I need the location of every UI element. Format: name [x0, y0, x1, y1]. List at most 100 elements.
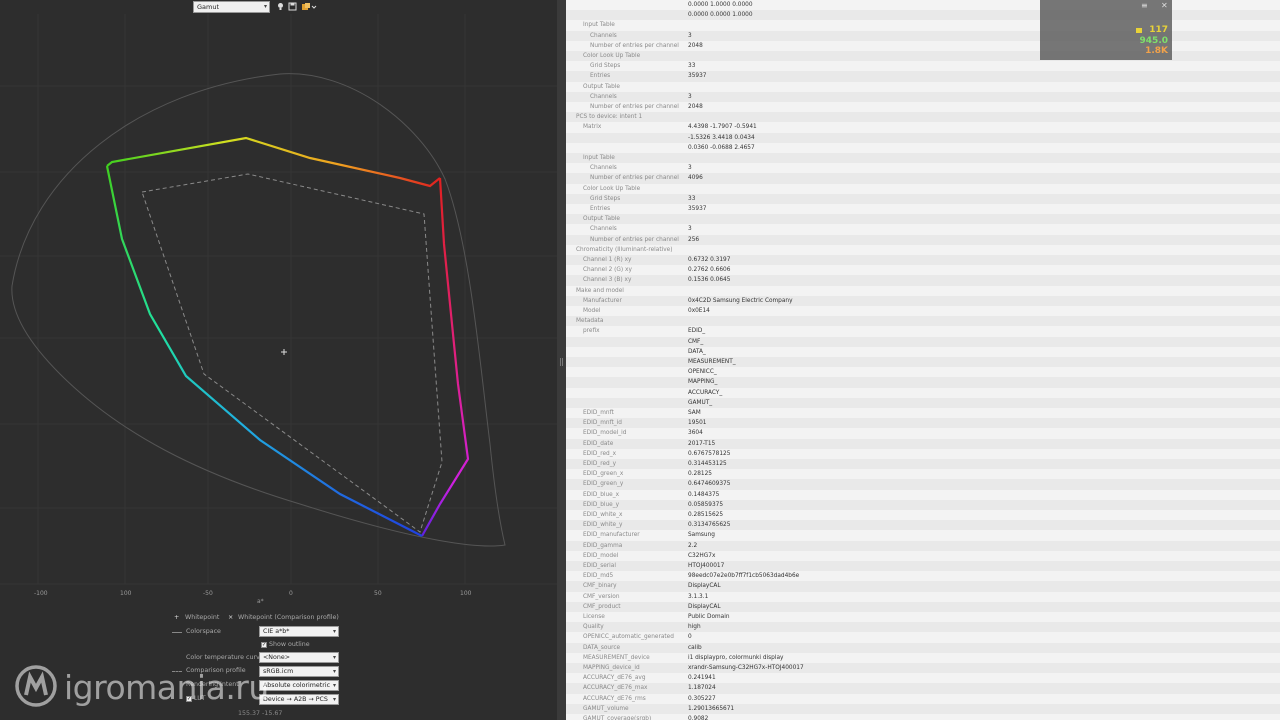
- whitepoint-legend: Whitepoint: [185, 614, 220, 621]
- table-row[interactable]: Grid Steps 33: [566, 193, 1280, 204]
- table-row[interactable]: EDID_model_id 3604: [566, 428, 1280, 438]
- table-row[interactable]: MAPPING_device_id xrandr-Samsung-C32HG7x-…: [566, 663, 1280, 674]
- table-row[interactable]: ACCURACY_dE76_max 1.187024: [566, 683, 1280, 694]
- table-row[interactable]: Grid Steps 33: [566, 61, 1280, 71]
- table-row[interactable]: Number of entries per channel 256: [566, 234, 1280, 245]
- table-row[interactable]: EDID_blue_y 0.05859375: [566, 499, 1280, 510]
- table-row[interactable]: EDID_serial HTOJ400017: [566, 561, 1280, 572]
- table-row[interactable]: Output Table: [566, 82, 1280, 92]
- row-key: EDID_green_y: [583, 481, 624, 488]
- table-row[interactable]: Manufacturer 0x4C2D Samsung Electric Comp…: [566, 295, 1280, 306]
- table-row[interactable]: Entries 35937: [566, 71, 1280, 82]
- row-value: 0.6767578125: [688, 450, 731, 457]
- fps-overlay: ≡ ✕ 117 945.0 1.8K: [1040, 0, 1172, 60]
- table-row[interactable]: Model 0x0E14: [566, 306, 1280, 316]
- row-value: DisplayCAL: [688, 583, 721, 590]
- colorspace-select[interactable]: CIE a*b* ▾: [259, 626, 339, 637]
- table-row[interactable]: MAPPING_: [566, 377, 1280, 388]
- table-row[interactable]: EDID_white_y 0.3134765625: [566, 520, 1280, 531]
- table-row[interactable]: CMF_version 3.1.3.1: [566, 592, 1280, 602]
- row-key: Grid Steps: [590, 63, 621, 70]
- close-icon[interactable]: ✕: [1161, 1, 1168, 10]
- table-row[interactable]: EDID_md5 98eedc07e2e0b7ff7f1cb5063dad4b6e: [566, 571, 1280, 581]
- table-row[interactable]: PCS to device: intent 1: [566, 112, 1280, 123]
- table-row[interactable]: ACCURACY_: [566, 388, 1280, 398]
- table-row[interactable]: 0.0000 0.0000 1.0000: [566, 10, 1280, 21]
- table-row[interactable]: 0.0000 1.0000 0.0000: [566, 0, 1280, 10]
- gamut-plot[interactable]: -100 100 -50 0 50 100 a*: [0, 14, 557, 610]
- table-row[interactable]: EDID_gamma 2.2: [566, 540, 1280, 551]
- menu-icon[interactable]: ≡: [1141, 1, 1148, 10]
- table-row[interactable]: Number of entries per channel 4096: [566, 173, 1280, 184]
- table-row[interactable]: Matrix 4.4398 -1.7907 -0.5941: [566, 122, 1280, 132]
- table-row[interactable]: Input Table: [566, 20, 1280, 30]
- table-row[interactable]: EDID_green_x 0.28125: [566, 469, 1280, 479]
- show-outline-checkbox[interactable]: ✓: [261, 642, 267, 648]
- table-row[interactable]: Color Look Up Table: [566, 184, 1280, 194]
- table-row[interactable]: Channel 2 (G) xy 0.2762 0.6606: [566, 265, 1280, 275]
- table-row[interactable]: Make and model: [566, 286, 1280, 296]
- table-row[interactable]: ACCURACY_dE76_avg 0.241941: [566, 673, 1280, 683]
- table-row[interactable]: Channels 3: [566, 91, 1280, 102]
- table-row[interactable]: CMF_product DisplayCAL: [566, 601, 1280, 612]
- table-row[interactable]: GAMUT_: [566, 397, 1280, 408]
- table-row[interactable]: CMF_: [566, 336, 1280, 347]
- table-row[interactable]: GAMUT_coverage(srgb) 0.9082: [566, 714, 1280, 720]
- lut-select[interactable]: Device → A2B → PCS ▾: [259, 694, 339, 705]
- table-row[interactable]: MEASUREMENT_device i1 displaypro, colormu…: [566, 653, 1280, 663]
- color-temperature-select[interactable]: <None> ▾: [259, 652, 339, 663]
- table-row[interactable]: DATA_: [566, 347, 1280, 357]
- save-icon[interactable]: [288, 2, 297, 11]
- table-row[interactable]: EDID_mnft_id 19501: [566, 418, 1280, 429]
- bulb-icon[interactable]: [276, 2, 285, 11]
- table-row[interactable]: EDID_mnft SAM: [566, 408, 1280, 418]
- table-row[interactable]: Channel 1 (R) xy 0.6732 0.3197: [566, 255, 1280, 266]
- table-row[interactable]: Color Look Up Table: [566, 51, 1280, 62]
- table-row[interactable]: EDID_date 2017-T15: [566, 438, 1280, 449]
- table-row[interactable]: EDID_red_y 0.314453125: [566, 459, 1280, 470]
- overlay-bar: [1136, 28, 1142, 33]
- comparison-profile-select[interactable]: sRGB.icm ▾: [259, 666, 339, 677]
- table-row[interactable]: Chromaticity (Illuminant-relative): [566, 245, 1280, 255]
- table-row[interactable]: Number of entries per channel 2048: [566, 102, 1280, 112]
- table-row[interactable]: Number of entries per channel 2048: [566, 41, 1280, 51]
- table-row[interactable]: EDID_red_x 0.6767578125: [566, 449, 1280, 459]
- row-key: Grid Steps: [590, 195, 621, 202]
- table-row[interactable]: Quality high: [566, 622, 1280, 633]
- row-value: 3.1.3.1: [688, 593, 709, 600]
- table-row[interactable]: ACCURACY_dE76_rms 0.305227: [566, 694, 1280, 704]
- table-row[interactable]: Metadata: [566, 316, 1280, 327]
- table-row[interactable]: OPENICC_automatic_generated 0: [566, 632, 1280, 642]
- table-row[interactable]: OPENICC_: [566, 367, 1280, 377]
- table-row[interactable]: 0.0360 -0.0688 2.4657: [566, 143, 1280, 153]
- pane-splitter[interactable]: [557, 0, 566, 720]
- row-value: 2017-T15: [688, 440, 716, 447]
- clipboard-icon[interactable]: [301, 2, 319, 11]
- table-row[interactable]: -1.5326 3.4418 0.0434: [566, 132, 1280, 143]
- chevron-down-icon: ▾: [332, 696, 336, 703]
- table-row[interactable]: EDID_white_x 0.28515625: [566, 510, 1280, 520]
- table-row[interactable]: Channels 3: [566, 30, 1280, 41]
- table-row[interactable]: License Public Domain: [566, 612, 1280, 622]
- table-row[interactable]: Entries 35937: [566, 204, 1280, 214]
- table-row[interactable]: CMF_binary DisplayCAL: [566, 581, 1280, 592]
- whitepoint-marker: [281, 349, 287, 355]
- table-row[interactable]: Input Table: [566, 153, 1280, 164]
- table-row[interactable]: Channels 3: [566, 224, 1280, 234]
- view-select[interactable]: Gamut ▾: [193, 1, 270, 13]
- lut-checkbox[interactable]: ✓: [186, 696, 192, 702]
- table-row[interactable]: EDID_model C32HG7x: [566, 551, 1280, 561]
- row-value: 98eedc07e2e0b7ff7f1cb5063dad4b6e: [688, 573, 800, 580]
- table-row[interactable]: Channel 3 (B) xy 0.1536 0.0645: [566, 275, 1280, 286]
- table-row[interactable]: EDID_green_y 0.6474609375: [566, 479, 1280, 490]
- table-row[interactable]: Channels 3: [566, 163, 1280, 173]
- table-row[interactable]: DATA_source calib: [566, 642, 1280, 653]
- table-row[interactable]: prefix EDID_: [566, 326, 1280, 336]
- table-row[interactable]: EDID_blue_x 0.1484375: [566, 490, 1280, 500]
- table-row[interactable]: Output Table: [566, 214, 1280, 225]
- table-row[interactable]: GAMUT_volume 1.29013665671: [566, 703, 1280, 714]
- table-row[interactable]: MEASUREMENT_: [566, 357, 1280, 368]
- rendering-intent-select[interactable]: Absolute colorimetric ▾: [259, 680, 339, 691]
- table-row[interactable]: EDID_manufacturer Samsung: [566, 530, 1280, 540]
